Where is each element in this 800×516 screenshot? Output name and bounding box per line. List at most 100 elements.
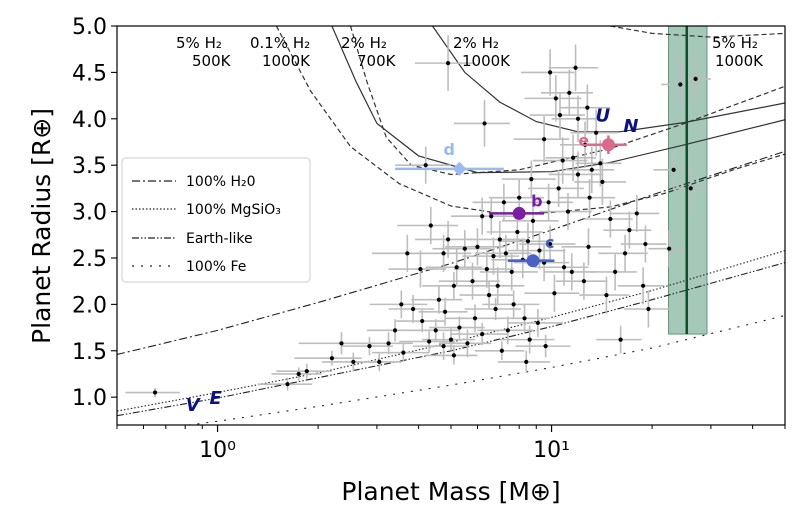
exoplanet-point — [643, 241, 648, 247]
exoplanet-point — [585, 105, 590, 110]
exoplanet-point — [509, 269, 514, 274]
exoplanet-point — [392, 328, 398, 333]
composition-curves — [117, 150, 785, 425]
exoplanet-point — [600, 179, 605, 184]
exoplanet-point — [561, 265, 567, 270]
exoplanet-point — [586, 244, 591, 249]
exoplanet-point — [482, 121, 487, 126]
exoplanet-point — [511, 302, 516, 307]
solar-system-v-label: V — [186, 395, 202, 416]
exoplanet-point — [462, 246, 467, 251]
exoplanet-point — [567, 90, 572, 95]
exoplanet-point — [537, 248, 542, 253]
exoplanet-point — [285, 382, 290, 387]
exoplanet-point — [367, 344, 372, 349]
exoplanet-point — [627, 228, 632, 233]
exoplanet-point — [618, 337, 623, 342]
exoplanet-point — [329, 356, 335, 361]
y-axis-title: Planet Radius [R⊕] — [27, 108, 56, 344]
y-tick-label: 1.5 — [72, 340, 107, 365]
exoplanet-point — [399, 302, 404, 307]
exoplanet-point — [451, 353, 456, 358]
legend-label-fe: 100% Fe — [186, 259, 246, 275]
exoplanet-point — [386, 341, 391, 346]
y-tick-label: 2.0 — [72, 293, 107, 318]
exoplanet-point — [441, 344, 446, 349]
y-tick-label: 4.5 — [72, 61, 107, 86]
planet-c-label: c — [545, 233, 554, 252]
exoplanet-point — [575, 116, 581, 121]
exoplanet-point — [152, 390, 158, 395]
anno-5h2-500k-line1: 5% H₂ — [176, 34, 222, 52]
exoplanet-point — [671, 167, 676, 172]
exoplanet-point — [524, 359, 529, 365]
exoplanet-point — [489, 214, 494, 219]
exoplanet-point — [497, 237, 502, 242]
exoplanet-point — [377, 359, 382, 365]
y-tick-label: 3.0 — [72, 201, 107, 226]
exoplanet-point — [501, 200, 506, 205]
exoplanet-point — [454, 265, 459, 270]
exoplanet-point — [428, 223, 433, 228]
y-tick-label: 2.5 — [72, 247, 107, 272]
exoplanet-point — [622, 251, 628, 256]
exoplanet-point — [420, 318, 425, 324]
exoplanet-point — [556, 186, 561, 191]
exoplanet-point — [448, 337, 454, 342]
exoplanet-point — [427, 339, 432, 344]
exoplanet-point — [525, 239, 531, 244]
planet-d-marker — [452, 161, 467, 176]
envelope-0-1-h2-1000k — [349, 26, 785, 176]
exoplanet-point — [587, 195, 592, 200]
exoplanet-point — [401, 350, 406, 355]
exoplanet-point — [527, 337, 532, 342]
exoplanet-point — [486, 292, 492, 298]
envelope-2-h2-700k — [331, 26, 785, 174]
exoplanet-point — [499, 348, 504, 353]
planet-b-label: b — [531, 191, 542, 210]
exoplanet-point — [480, 214, 485, 219]
envelope-2-h2-1000k — [432, 26, 785, 133]
exoplanet-point — [351, 359, 356, 365]
planet-e-label: e — [578, 131, 589, 150]
exoplanet-point — [529, 177, 534, 182]
x-tick-label: 10¹ — [533, 438, 570, 463]
legend: 100% H₂0 100% MgSiO₃ Earth-like 100% Fe — [121, 157, 311, 283]
exoplanet-point — [581, 279, 587, 284]
solar-system-n-label: N — [623, 116, 638, 137]
anno-5h2-1000k-line1: 5% H₂ — [712, 34, 758, 52]
curve-100-h20 — [117, 150, 785, 356]
exoplanet-point — [688, 186, 693, 191]
solar-system-u-label: U — [595, 106, 610, 127]
exoplanet-point — [693, 76, 698, 81]
exoplanet-point — [484, 267, 489, 272]
y-tick-label: 5.0 — [72, 15, 107, 40]
anno-2h2-1000k-line2: 1000K — [462, 52, 511, 70]
anno-01h2-1000k-line2: 1000K — [262, 52, 311, 70]
planet-c-marker — [526, 254, 540, 268]
exoplanet-point — [573, 65, 578, 70]
exoplanet-point — [530, 218, 536, 223]
x-axis-title: Planet Mass [M⊕] — [341, 477, 560, 506]
exoplanet-point — [505, 328, 510, 333]
exoplanet-point — [565, 209, 571, 214]
exoplanet-point — [560, 158, 565, 163]
exoplanet-point — [553, 96, 558, 101]
exoplanet-point — [604, 292, 609, 298]
exoplanet-point — [608, 216, 613, 222]
exoplanet-point — [433, 328, 438, 333]
exoplanet-point — [442, 309, 448, 314]
exoplanet-point — [495, 283, 500, 288]
legend-box — [121, 157, 311, 283]
anno-5h2-1000k-line2: 1000K — [715, 52, 764, 70]
exoplanet-point — [570, 155, 576, 160]
solar-system-e-label: E — [210, 388, 223, 409]
exoplanet-point — [547, 70, 553, 75]
exoplanet-point — [423, 163, 428, 168]
exoplanet-point — [436, 297, 442, 302]
exoplanet-point — [546, 200, 551, 205]
exoplanet-point — [634, 211, 639, 216]
exoplanet-point — [552, 291, 557, 296]
exoplanet-point — [547, 241, 553, 247]
